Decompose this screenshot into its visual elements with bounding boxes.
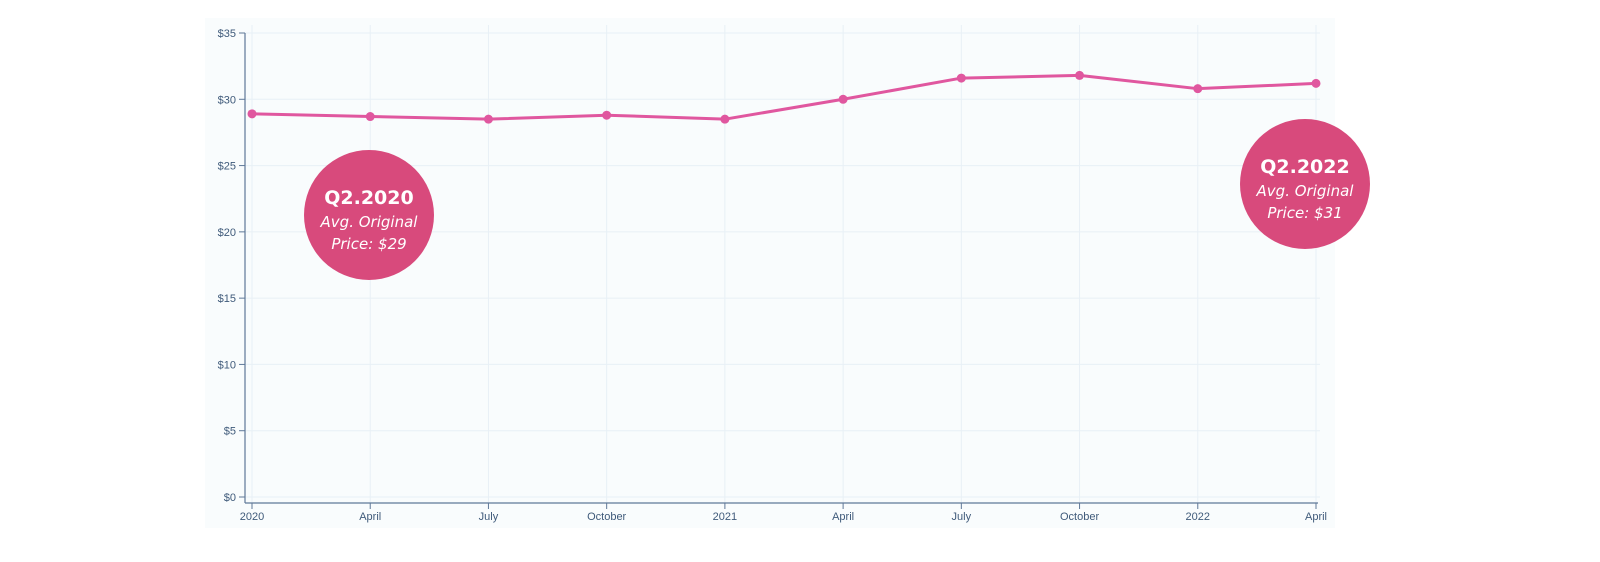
data-point — [1193, 84, 1203, 94]
x-tick-label: October — [587, 511, 626, 523]
annotations-layer: Q2.2020 Avg. Original Price: $29 Q2.2022 Avg… — [304, 119, 1370, 280]
x-tick-label: October — [1060, 511, 1099, 523]
annotation-line-1: Avg. Original — [320, 213, 419, 231]
x-tick-label: July — [479, 511, 499, 523]
x-tick-label: April — [359, 511, 381, 523]
x-tick-label: 2020 — [240, 511, 264, 523]
y-tick-label: $35 — [218, 28, 236, 40]
x-axis-ticks: 2020 April July October 2021 April July October… — [240, 503, 1327, 523]
annotation-line-2: Price: $31 — [1267, 204, 1342, 222]
series-layer — [247, 70, 1321, 124]
y-tick-label: $25 — [218, 161, 236, 173]
x-tick-label: 2021 — [713, 511, 737, 523]
y-tick-label: $0 — [224, 492, 236, 504]
annotation-circle — [304, 150, 434, 280]
x-tick-label: April — [832, 511, 854, 523]
annotation-circle — [1240, 119, 1370, 249]
axes — [244, 33, 1318, 504]
data-point — [1311, 78, 1321, 88]
annotation-title: Q2.2022 — [1260, 156, 1349, 178]
data-point — [602, 110, 612, 120]
x-tick-label: July — [952, 511, 972, 523]
data-point — [720, 114, 730, 124]
annotation-bubble: Q2.2020 Avg. Original Price: $29 — [304, 150, 434, 280]
data-point — [483, 114, 493, 124]
annotation-line-2: Price: $29 — [331, 235, 406, 253]
y-tick-label: $10 — [218, 359, 236, 371]
annotation-line-1: Avg. Original — [1256, 182, 1355, 200]
data-point — [365, 112, 375, 122]
annotation-bubble: Q2.2022 Avg. Original Price: $31 — [1240, 119, 1370, 249]
y-tick-label: $5 — [224, 426, 236, 438]
y-tick-label: $20 — [218, 227, 236, 239]
y-axis-ticks: $0 $5 $10 $15 $20 $25 $30 $35 — [218, 28, 245, 504]
y-tick-label: $15 — [218, 293, 236, 305]
annotation-title: Q2.2020 — [324, 187, 413, 209]
data-point — [1075, 70, 1085, 80]
data-point — [247, 109, 257, 119]
x-tick-label: 2022 — [1186, 511, 1210, 523]
y-tick-label: $30 — [218, 94, 236, 106]
data-point — [956, 73, 966, 83]
series-line — [251, 73, 1317, 121]
data-point — [838, 94, 848, 104]
x-tick-label: April — [1305, 511, 1327, 523]
